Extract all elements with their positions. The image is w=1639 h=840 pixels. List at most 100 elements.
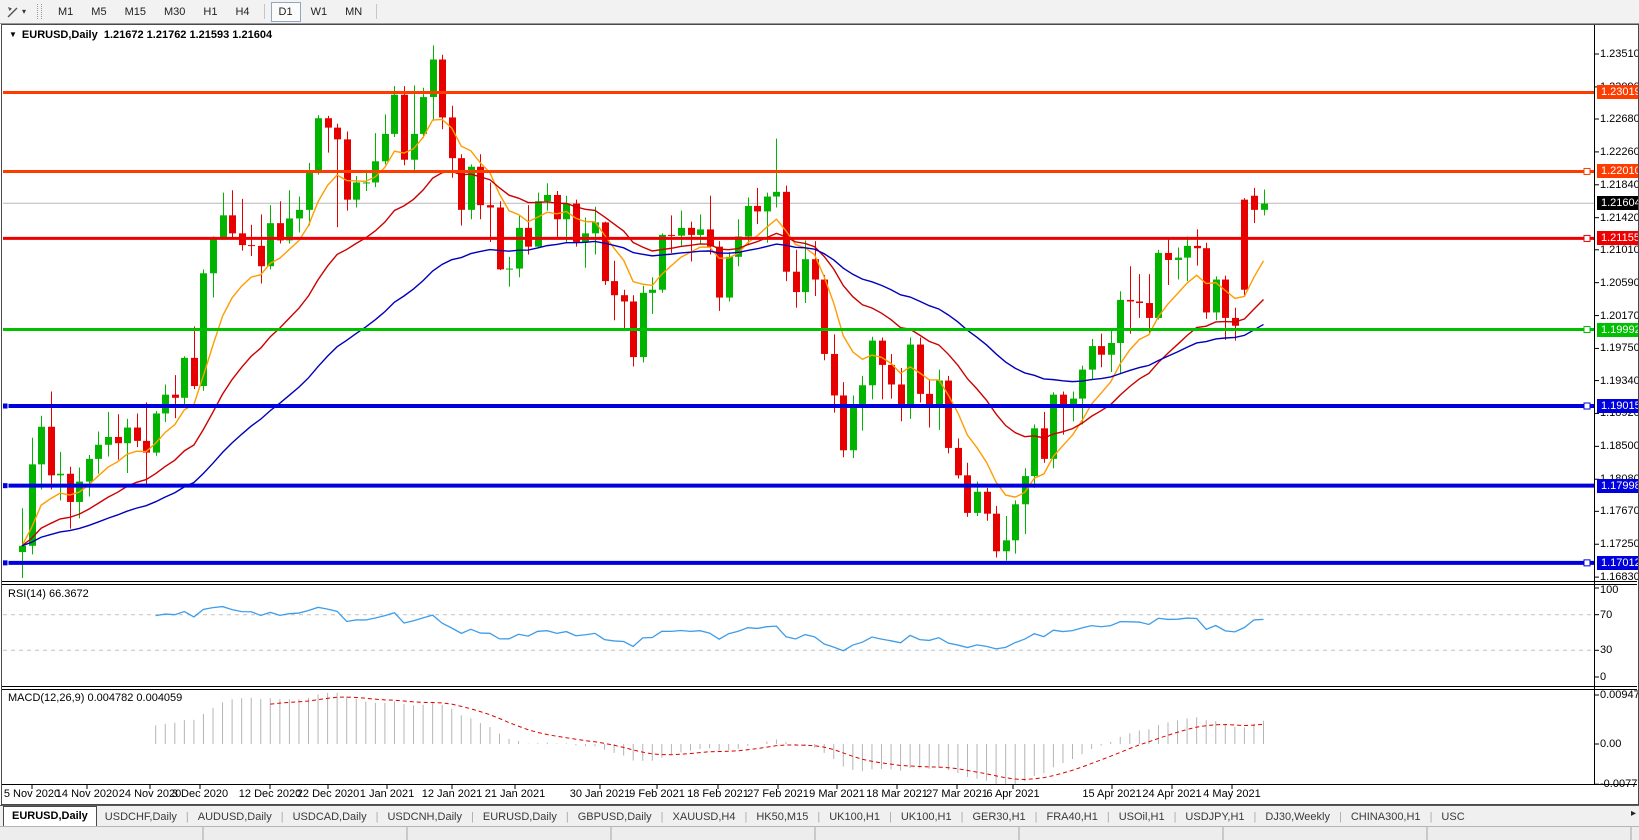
date-tick-label: 12 Dec 2020: [238, 788, 302, 800]
tab-eurusd-daily[interactable]: EURUSD,Daily: [3, 806, 97, 827]
macd-panel: [155, 692, 1264, 784]
chart-menu-caret-icon[interactable]: ▼: [9, 30, 17, 39]
price-tick-label: 1.22260: [1600, 145, 1639, 158]
timeframe-toolbar: ▾ M1 M5 M15 M30 H1 H4 D1 W1 MN: [0, 0, 1639, 24]
macd-tick-label: -0.007778: [1600, 778, 1639, 791]
price-level-badge: 1.17998: [1597, 478, 1639, 493]
price-level-badge: 1.23019: [1597, 85, 1639, 100]
timeframe-button-mn[interactable]: MN: [345, 5, 363, 18]
tab-separator: |: [888, 810, 892, 823]
tab-hk50-m15[interactable]: HK50,M15: [756, 810, 809, 823]
date-tick-label: 18 Mar 2021: [866, 788, 928, 800]
price-tick-label: 1.18500: [1600, 440, 1639, 453]
line-studies-icon[interactable]: ▾: [2, 3, 30, 21]
timeframe-button-h4[interactable]: H4: [235, 5, 250, 18]
date-tick-label: 24 Apr 2021: [1142, 788, 1202, 800]
price-tick-label: 1.22680: [1600, 113, 1639, 125]
tab-usoil-h1[interactable]: USOil,H1: [1118, 810, 1165, 823]
price-tick-label: 1.19340: [1600, 374, 1639, 387]
tab-usdchf-daily[interactable]: USDCHF,Daily: [104, 810, 177, 823]
date-tick-label: 24 Nov 2020: [118, 788, 182, 800]
bottom-scroll-strip[interactable]: [0, 826, 1639, 840]
main-price-panel: [3, 45, 1594, 578]
date-tick-label: 14 Nov 2020: [55, 788, 119, 800]
price-tick-label: 1.17670: [1600, 505, 1639, 518]
date-tick-label: 15 Apr 2021: [1082, 788, 1142, 800]
price-tick-label: 1.23510: [1600, 48, 1639, 61]
macd-tick-label: 0.009478: [1600, 689, 1639, 701]
tab-ger30-h1[interactable]: GER30,H1: [972, 810, 1026, 823]
tab-gbpusd-daily[interactable]: GBPUSD,Daily: [577, 810, 652, 823]
price-level-badge: 1.19015: [1597, 399, 1639, 413]
tab-separator: |: [375, 810, 379, 823]
candles-layer: [19, 45, 1268, 578]
rsi-tick-label: 30: [1600, 644, 1613, 657]
tab-usdcad-daily[interactable]: USDCAD,Daily: [292, 810, 367, 823]
timeframe-button-m30[interactable]: M30: [163, 5, 186, 18]
date-tick-label: 27 Mar 2021: [926, 788, 988, 800]
tab-xauusd-h4[interactable]: XAUUSD,H4: [672, 810, 736, 823]
date-tick-label: 9 Feb 2021: [629, 788, 685, 800]
rsi-tick-label: 70: [1600, 608, 1613, 621]
tab-uk100-h1[interactable]: UK100,H1: [900, 810, 952, 823]
tab-separator: |: [744, 810, 748, 823]
tab-separator: |: [960, 810, 964, 823]
date-tick-label: 12 Jan 2021: [421, 788, 483, 800]
tab-separator: |: [280, 810, 284, 823]
tab-uk100-h1[interactable]: UK100,H1: [829, 810, 880, 823]
tab-fra40-h1[interactable]: FRA40,H1: [1046, 810, 1098, 823]
chart-symbol-label: EURUSD,Daily: [21, 29, 98, 41]
chart-title: ▼ EURUSD,Daily 1.21672 1.21762 1.21593 1.…: [9, 29, 272, 41]
date-tick-label: 27 Feb 2021: [747, 788, 809, 800]
date-tick-label: 18 Feb 2021: [687, 788, 749, 800]
tab-separator: |: [1034, 810, 1038, 823]
chevron-down-icon[interactable]: ▾: [22, 7, 27, 16]
ma-21-line: [21, 170, 1264, 547]
tab-separator: |: [1253, 810, 1257, 823]
toolbar-drag-handle[interactable]: [37, 4, 43, 19]
tab-separator: |: [1429, 810, 1433, 823]
date-tick-label: 4 May 2021: [1203, 788, 1261, 800]
date-tick-label: 5 Nov 2020: [3, 788, 61, 800]
timeframe-button-h1[interactable]: H1: [203, 5, 218, 18]
ma-8-line: [21, 118, 1265, 547]
rsi-tick-label: 0: [1600, 671, 1607, 683]
date-tick-label: 30 Jan 2021: [569, 788, 631, 800]
price-tick-label: 1.20170: [1600, 309, 1639, 322]
rsi-line: [155, 605, 1264, 652]
timeframe-button-m15[interactable]: M15: [124, 5, 146, 18]
tab-scroll-right-button[interactable]: ▸: [1630, 808, 1636, 819]
price-tick-label: 1.21420: [1600, 211, 1639, 224]
tab-separator: |: [1106, 810, 1110, 823]
tab-separator: |: [660, 810, 664, 823]
price-tick-label: 1.21840: [1600, 178, 1639, 191]
chart-tab-bar: EURUSD,Daily USDCHF,Daily | AUDUSD,Daily | US…: [0, 805, 1639, 827]
date-tick-label: 22 Dec 2020: [296, 788, 360, 800]
macd-label: MACD(12,26,9) 0.004782 0.004059: [8, 692, 183, 704]
tab-usc[interactable]: USC: [1441, 810, 1465, 823]
price-tick-label: 1.16830: [1600, 571, 1639, 584]
timeframe-button-m5[interactable]: M5: [91, 5, 107, 18]
price-tick-label: 1.21010: [1600, 243, 1639, 256]
tab-usdjpy-h1[interactable]: USDJPY,H1: [1185, 810, 1245, 823]
current-price-badge: 1.21604: [1597, 196, 1639, 211]
tab-eurusd-daily[interactable]: EURUSD,Daily: [482, 810, 557, 823]
price-level-badge: 1.19992: [1597, 322, 1639, 337]
timeframe-button-w1[interactable]: W1: [310, 5, 328, 18]
tab-usdcnh-daily[interactable]: USDCNH,Daily: [387, 810, 462, 823]
price-level-badge: 1.22010: [1597, 164, 1639, 179]
tab-separator: |: [1339, 810, 1342, 823]
price-tick-label: 1.20590: [1600, 276, 1639, 289]
toolbar-separator: [263, 4, 265, 19]
date-tick-label: 21 Jan 2021: [484, 788, 546, 800]
timeframe-button-d1[interactable]: D1: [270, 1, 301, 22]
tab-audusd-daily[interactable]: AUDUSD,Daily: [197, 810, 272, 823]
tab-dj30-weekly[interactable]: DJ30,Weekly: [1265, 810, 1330, 823]
tab-china300-h1[interactable]: CHINA300,H1: [1350, 810, 1421, 823]
date-tick-label: 6 Apr 2021: [986, 788, 1040, 800]
timeframe-button-m1[interactable]: M1: [58, 5, 74, 18]
price-level-badge: 1.17012: [1597, 555, 1639, 570]
tab-separator: |: [565, 810, 569, 823]
date-tick-label: 3 Dec 2020: [171, 788, 229, 800]
